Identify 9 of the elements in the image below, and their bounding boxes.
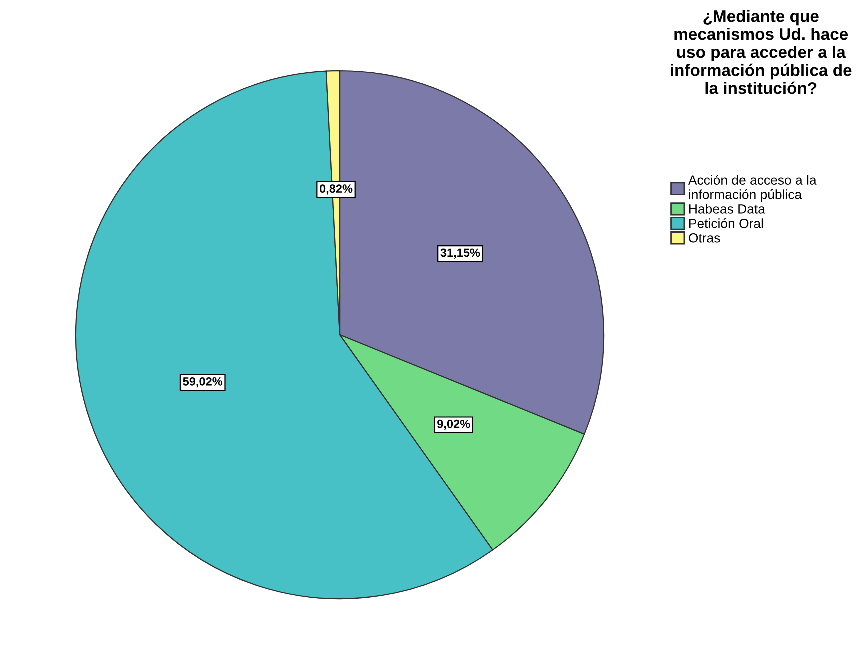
data-label: 59,02%	[183, 378, 223, 388]
legend-title: ¿Mediante que mecanismos Ud. hace uso para acceder a la información pública de la institución?	[671, 10, 852, 94]
data-label: 31,15%	[440, 248, 480, 259]
legend-label: Acción de acceso a la información pública	[688, 175, 817, 202]
data-label: 0,82%	[320, 184, 353, 195]
legend-label: Petición Oral	[690, 218, 764, 228]
legend-label: Otras	[689, 233, 720, 243]
legend-label: Habeas Data	[690, 204, 766, 214]
data-label: 9,02%	[438, 420, 470, 430]
